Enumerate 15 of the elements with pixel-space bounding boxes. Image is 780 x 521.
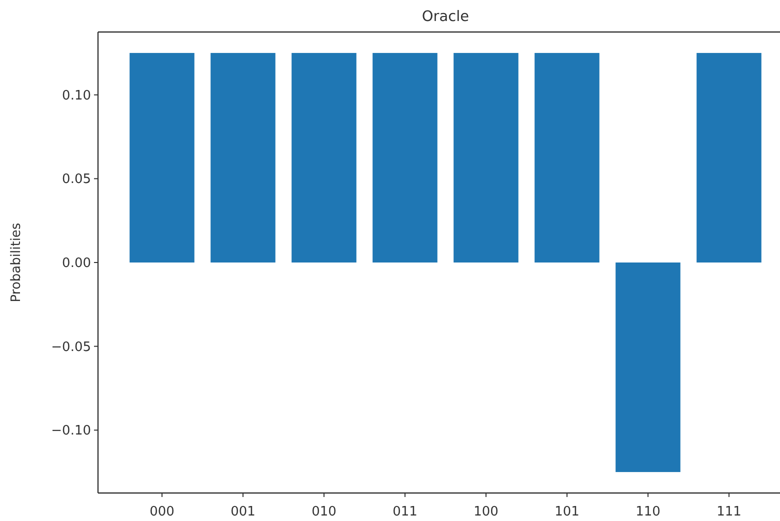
x-tick-label: 010 (312, 504, 336, 520)
y-tick-label: −0.05 (51, 340, 91, 355)
x-tick-label: 101 (554, 504, 580, 520)
x-tick-label: 001 (230, 504, 256, 520)
y-tick-label: 0.10 (62, 88, 91, 104)
y-axis-title: Probabilities (9, 222, 24, 302)
y-tick-label: −0.10 (51, 424, 91, 439)
x-tick-label: 111 (716, 504, 742, 520)
y-tick-label: 0.05 (62, 172, 91, 188)
y-tick-label: 0.00 (62, 256, 91, 272)
x-tick-label: 011 (392, 504, 418, 520)
chart-title: Oracle (422, 9, 470, 25)
x-tick-label: 110 (636, 504, 660, 520)
x-tick-label: 000 (150, 504, 174, 520)
x-tick-label: 100 (474, 504, 498, 520)
